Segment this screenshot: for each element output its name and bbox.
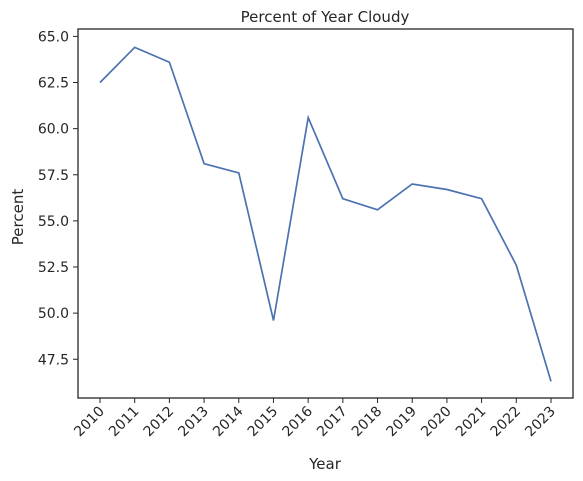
y-tick-label: 50.0: [38, 306, 69, 322]
x-tick-label: 2020: [418, 404, 455, 441]
x-tick-label: 2021: [453, 404, 490, 441]
x-tick-label: 2015: [245, 404, 282, 441]
y-axis: 47.5 50.0 52.5 55.0 57.5 60.0 62.5 65.0: [38, 29, 78, 368]
y-tick-label: 62.5: [38, 76, 69, 92]
x-tick-label: 2010: [71, 404, 108, 441]
x-tick-label: 2019: [384, 404, 421, 441]
x-axis-label: Year: [308, 455, 342, 473]
y-tick-label: 55.0: [38, 214, 69, 230]
x-tick-label: 2012: [141, 404, 178, 441]
y-tick-label: 65.0: [38, 29, 69, 45]
series-line: [99, 46, 552, 382]
chart-title: Percent of Year Cloudy: [241, 8, 410, 26]
x-tick-label: 2016: [279, 403, 316, 440]
plot-frame: [77, 28, 574, 399]
x-tick-label: 2014: [210, 403, 247, 440]
y-tick-label: 47.5: [38, 352, 69, 368]
x-tick-label: 2017: [314, 404, 351, 441]
y-tick-label: 60.0: [38, 122, 69, 138]
y-tick-label: 52.5: [38, 260, 69, 276]
x-tick-label: 2022: [488, 404, 525, 441]
x-tick-label: 2023: [522, 404, 559, 441]
x-tick-label: 2011: [106, 404, 143, 441]
x-axis: 2010201120122013201420152016201720182019…: [71, 398, 559, 440]
x-tick-label: 2013: [175, 404, 212, 441]
y-tick-label: 57.5: [38, 168, 69, 184]
x-tick-label: 2018: [349, 404, 386, 441]
y-axis-label: Percent: [9, 189, 27, 246]
